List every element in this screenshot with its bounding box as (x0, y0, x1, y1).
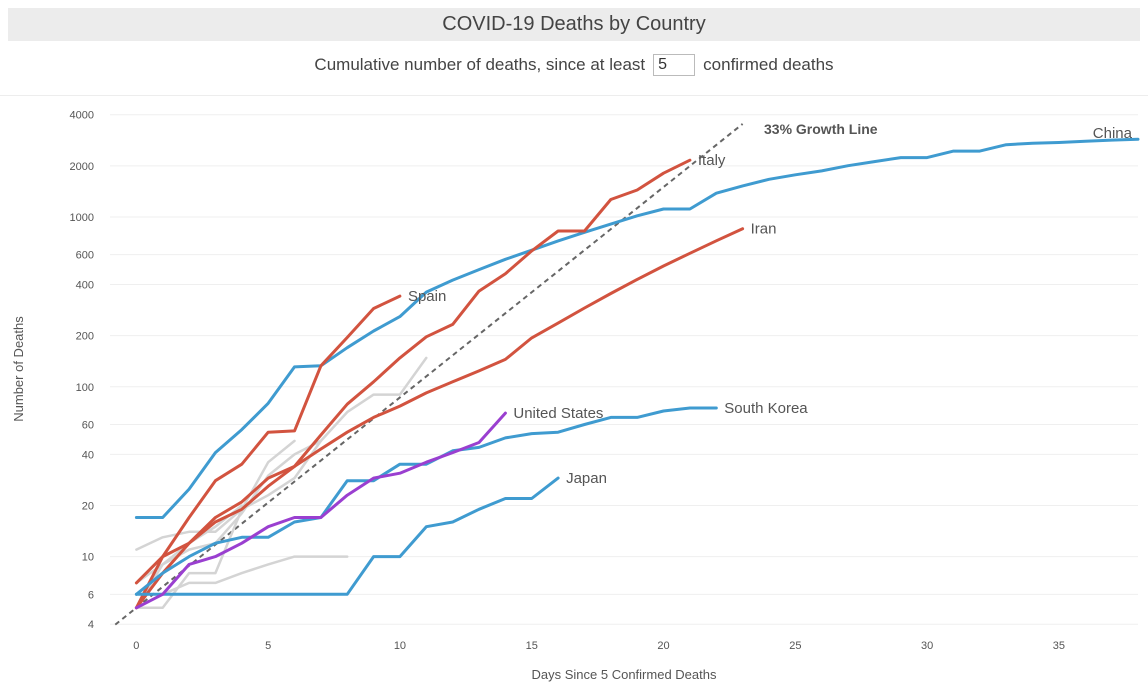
x-tick-label: 0 (133, 640, 139, 652)
y-tick-label: 1000 (70, 212, 94, 224)
series-line-other (135, 439, 323, 585)
y-tick-label: 2000 (70, 161, 94, 173)
series-labels: 33% Growth Line China Italy Iran Spain South … (408, 121, 1133, 487)
x-axis-title: Days Since 5 Confirmed Deaths (532, 667, 717, 682)
x-tick-label: 30 (921, 640, 933, 652)
x-tick-label: 10 (394, 640, 406, 652)
y-tick-label: 60 (82, 419, 94, 431)
chart-title: COVID-19 Deaths by Country (442, 13, 706, 35)
header-divider (0, 95, 1148, 96)
x-tick-label: 5 (265, 640, 271, 652)
y-tick-label: 100 (76, 382, 94, 394)
x-tick-label: 15 (526, 640, 538, 652)
y-tick-label: 10 (82, 552, 94, 564)
x-tick-label: 20 (657, 640, 669, 652)
chart-subtitle: Cumulative number of deaths, since at le… (0, 50, 1148, 80)
y-axis-ticks: 4 6 10 20 40 60 100 200 400 600 1000 2000 4000 (70, 110, 94, 632)
series-label: Japan (566, 470, 607, 487)
y-tick-label: 400 (76, 280, 94, 292)
subtitle-suffix: confirmed deaths (703, 55, 834, 74)
series-line-spain (134, 294, 402, 610)
series-label: China (1093, 125, 1133, 142)
y-tick-label: 40 (82, 449, 94, 461)
series-line-other (135, 356, 428, 551)
series-line-other (135, 439, 296, 610)
y-tick-label: 200 (76, 331, 94, 343)
x-tick-label: 25 (789, 640, 801, 652)
subtitle-prefix: Cumulative number of deaths, since at le… (314, 55, 646, 74)
series-label: Italy (698, 152, 726, 169)
series-label: Iran (751, 221, 777, 238)
series-line-united-states (134, 411, 507, 610)
series-line-south-korea (134, 406, 718, 596)
y-tick-label: 4000 (70, 110, 94, 122)
series-line-china (134, 137, 1140, 519)
x-tick-label: 35 (1053, 640, 1065, 652)
y-tick-label: 600 (76, 250, 94, 262)
series-line-iran (134, 227, 745, 610)
x-axis-ticks: 0 5 10 15 20 25 30 35 (133, 640, 1065, 652)
death-threshold-input[interactable] (653, 54, 696, 76)
y-axis-title: Number of Deaths (11, 316, 26, 422)
growth-line (114, 123, 744, 626)
series-label: South Korea (724, 400, 808, 417)
chart-title-bar: COVID-19 Deaths by Country (8, 8, 1140, 41)
y-tick-label: 6 (88, 589, 94, 601)
series-lines (114, 123, 1140, 626)
growth-line-label: 33% Growth Line (764, 121, 878, 137)
series-label: United States (513, 405, 603, 422)
y-tick-label: 20 (82, 501, 94, 513)
series-label: Spain (408, 288, 446, 305)
series-line-other (135, 555, 349, 610)
series-line-japan (134, 476, 560, 596)
y-tick-label: 4 (88, 619, 94, 631)
series-line-italy (134, 158, 692, 585)
gridlines (110, 114, 1138, 625)
